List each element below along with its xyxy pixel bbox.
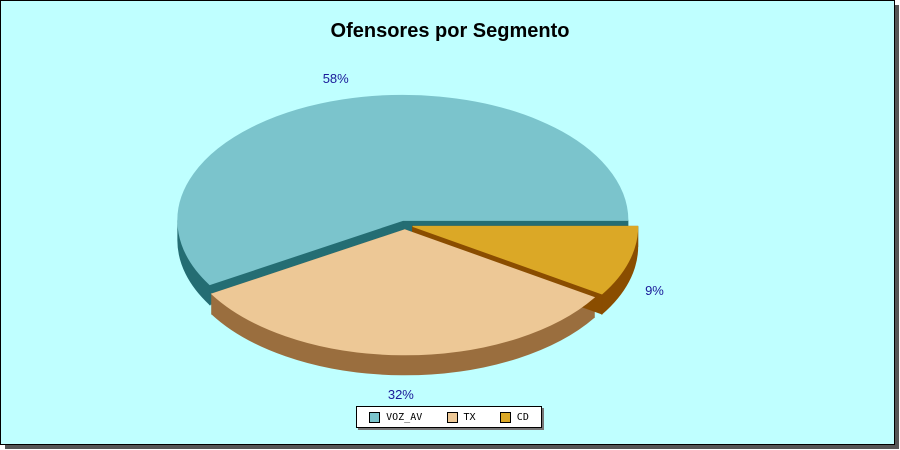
slice-label-tx: 32%: [388, 387, 414, 402]
slice-top-voz-av: [177, 94, 629, 286]
slice-top-tx: [210, 229, 596, 356]
slice-top-cd: [412, 225, 639, 295]
slice-label-voz-av: 58%: [323, 71, 349, 86]
legend-swatch-tx: [446, 411, 458, 423]
legend: VOZ_AV TX CD: [356, 406, 542, 428]
legend-item-cd: CD: [499, 411, 529, 423]
legend-item-voz-av: VOZ_AV: [369, 411, 423, 423]
frame-shadow-right: [895, 5, 899, 447]
legend-swatch-voz-av: [369, 411, 381, 423]
legend-label-voz-av: VOZ_AV: [386, 411, 423, 423]
legend-label-tx: TX: [463, 411, 476, 423]
pie-labels: 58% 32% 9%: [323, 71, 665, 402]
pie-tops: [177, 94, 639, 356]
legend-item-tx: TX: [446, 411, 476, 423]
legend-swatch-cd: [499, 411, 511, 423]
chart-title: Ofensores por Segmento: [330, 20, 570, 42]
slice-label-cd: 9%: [645, 283, 664, 298]
legend-label-cd: CD: [516, 411, 529, 423]
frame-shadow-bottom: [5, 445, 899, 449]
